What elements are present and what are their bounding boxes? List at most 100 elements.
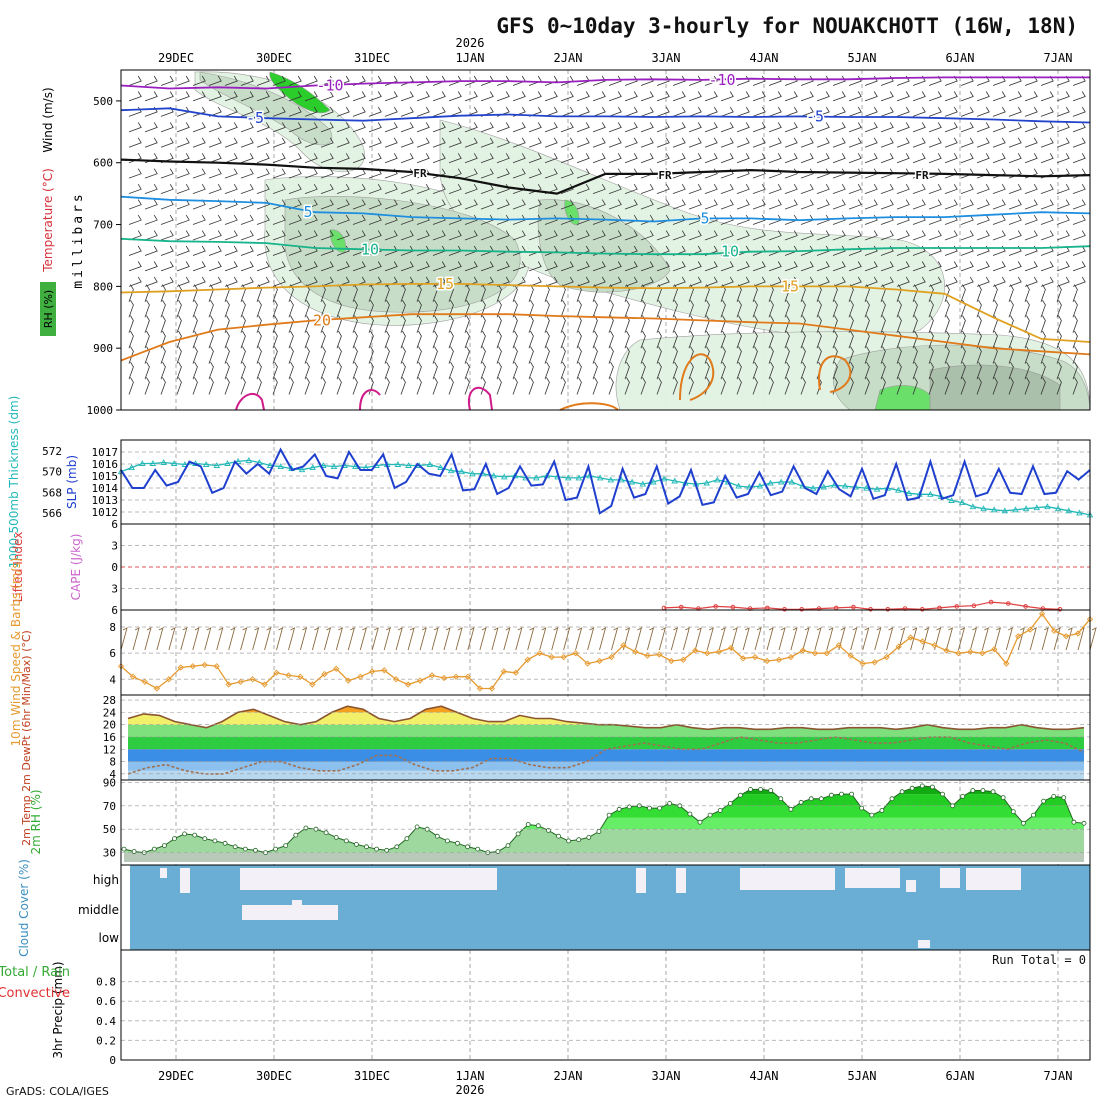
wind-barb — [1040, 377, 1046, 395]
wind-barb — [704, 75, 718, 86]
wind-barb — [576, 122, 590, 133]
wind-barb — [672, 361, 678, 380]
wind10-barb — [1005, 627, 1013, 651]
wind-barb — [688, 276, 702, 287]
cloud-clear-cell — [292, 900, 302, 915]
wind-barb — [944, 361, 950, 380]
wind10-barb — [599, 627, 607, 651]
wind-barb — [544, 122, 558, 133]
wind-barb — [320, 183, 334, 195]
wind-barb — [1072, 122, 1086, 133]
wind-barb — [240, 261, 254, 272]
wind-barb — [544, 330, 550, 349]
wind-barb — [1072, 214, 1086, 225]
wind-barb — [592, 230, 606, 241]
wind-barb — [736, 75, 750, 86]
wind-barb — [448, 183, 462, 195]
wind10-barb — [850, 627, 858, 651]
wind-barb — [928, 377, 934, 395]
wind-barb — [688, 315, 694, 333]
wind-barb — [960, 153, 974, 164]
wind-barb — [624, 276, 638, 287]
wind-barb — [400, 183, 414, 195]
rh2m-point — [1081, 820, 1087, 826]
thickness-point — [671, 477, 678, 484]
thickness-point — [224, 460, 231, 466]
wind10-barb — [180, 627, 188, 651]
wind-barb — [512, 199, 526, 210]
wind-barb — [1008, 91, 1022, 102]
wind10-point — [536, 650, 543, 657]
wind-barb — [640, 214, 654, 225]
wind-barb — [736, 106, 750, 117]
lifted-index-point — [868, 607, 873, 612]
wind-barb — [480, 377, 486, 395]
wind-barb — [288, 299, 294, 318]
wind-barb — [352, 199, 366, 210]
wind-barb — [176, 330, 182, 349]
wind-barb — [256, 315, 262, 333]
wind-barb — [208, 361, 214, 380]
wind-barb — [320, 153, 334, 164]
wind-barb — [544, 199, 558, 210]
wind-barb — [928, 199, 942, 210]
wind-barb — [976, 230, 990, 241]
wind-barb — [576, 276, 590, 287]
temp-tick-label: 16 — [103, 731, 116, 744]
wind-barb — [544, 245, 558, 256]
wind-barb — [144, 75, 158, 86]
wind-barb — [928, 137, 942, 148]
wind-barb — [608, 261, 622, 272]
slp-tick-label: 1014 — [92, 482, 119, 495]
wind-barb — [784, 137, 798, 148]
wind-barb — [784, 168, 798, 179]
wind10-barb — [886, 627, 894, 651]
wind-barb — [256, 245, 270, 256]
wind-barb — [880, 261, 894, 272]
wind-barb — [640, 346, 646, 364]
rh2m-point — [374, 846, 380, 852]
wind10-point — [835, 642, 842, 649]
wind10-point — [979, 650, 986, 657]
rh-tick-label: 70 — [103, 800, 116, 813]
wind-barb — [816, 315, 822, 333]
rh2m-point — [687, 811, 693, 817]
wind-barb — [160, 315, 166, 333]
rh2m-point — [293, 832, 299, 838]
wind-barb — [384, 153, 398, 164]
wind-barb — [1024, 199, 1038, 210]
wind-barb — [896, 276, 910, 287]
thickness-point — [320, 462, 327, 468]
wind-barb — [480, 361, 486, 380]
wind-barb — [384, 91, 398, 102]
wind-barb — [720, 245, 734, 256]
wind10-point — [1015, 633, 1022, 640]
wind-barb — [224, 106, 238, 117]
rh2m-point — [172, 836, 177, 841]
wind-barb — [624, 122, 638, 133]
wind10-point — [871, 659, 878, 666]
wind-barb — [1072, 245, 1086, 256]
wind-barb — [912, 183, 926, 195]
wind-barb — [544, 75, 558, 86]
wind-barb — [1024, 261, 1038, 272]
wind-barb — [992, 106, 1006, 117]
wind-barb — [288, 183, 302, 195]
wind-barb — [1008, 346, 1014, 364]
rh2m-point — [930, 784, 935, 790]
wind-barb — [336, 230, 350, 241]
wind-barb — [272, 230, 286, 241]
wind-barb — [320, 106, 334, 117]
wind-barb — [288, 153, 302, 164]
wind-barb — [288, 377, 294, 395]
wind-barb — [304, 168, 318, 179]
wind-barb — [272, 284, 278, 302]
wind-barb — [912, 137, 926, 148]
temp-color-band — [128, 761, 1084, 771]
wind-barb — [352, 261, 366, 272]
wind-barb — [768, 299, 774, 318]
wind-barb — [592, 315, 598, 333]
wind-barb — [544, 315, 550, 333]
thickness-point — [777, 478, 785, 485]
wind-barb — [736, 299, 742, 318]
